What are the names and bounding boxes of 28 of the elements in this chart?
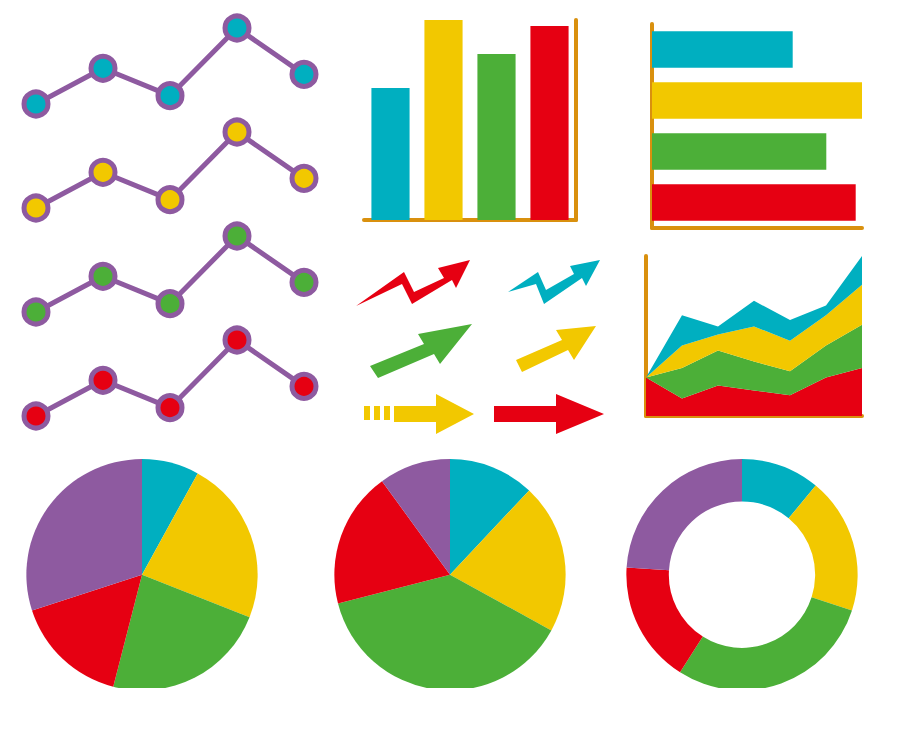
point [88, 365, 118, 395]
bar [652, 82, 862, 119]
point [155, 185, 185, 215]
point [155, 289, 185, 319]
point [88, 157, 118, 187]
bar [530, 26, 569, 220]
point [21, 297, 51, 327]
point [21, 89, 51, 119]
point [289, 59, 319, 89]
bar [424, 20, 463, 220]
bar [652, 31, 793, 68]
point [289, 163, 319, 193]
bar [477, 54, 516, 220]
point [222, 325, 252, 355]
point [222, 221, 252, 251]
point [21, 401, 51, 431]
point [289, 371, 319, 401]
point [289, 267, 319, 297]
point [88, 53, 118, 83]
point [222, 117, 252, 147]
point [21, 193, 51, 223]
bar [371, 88, 410, 220]
bar [652, 133, 827, 170]
point [155, 81, 185, 111]
bar [652, 184, 856, 221]
point [222, 13, 252, 43]
point [155, 393, 185, 423]
point [88, 261, 118, 291]
